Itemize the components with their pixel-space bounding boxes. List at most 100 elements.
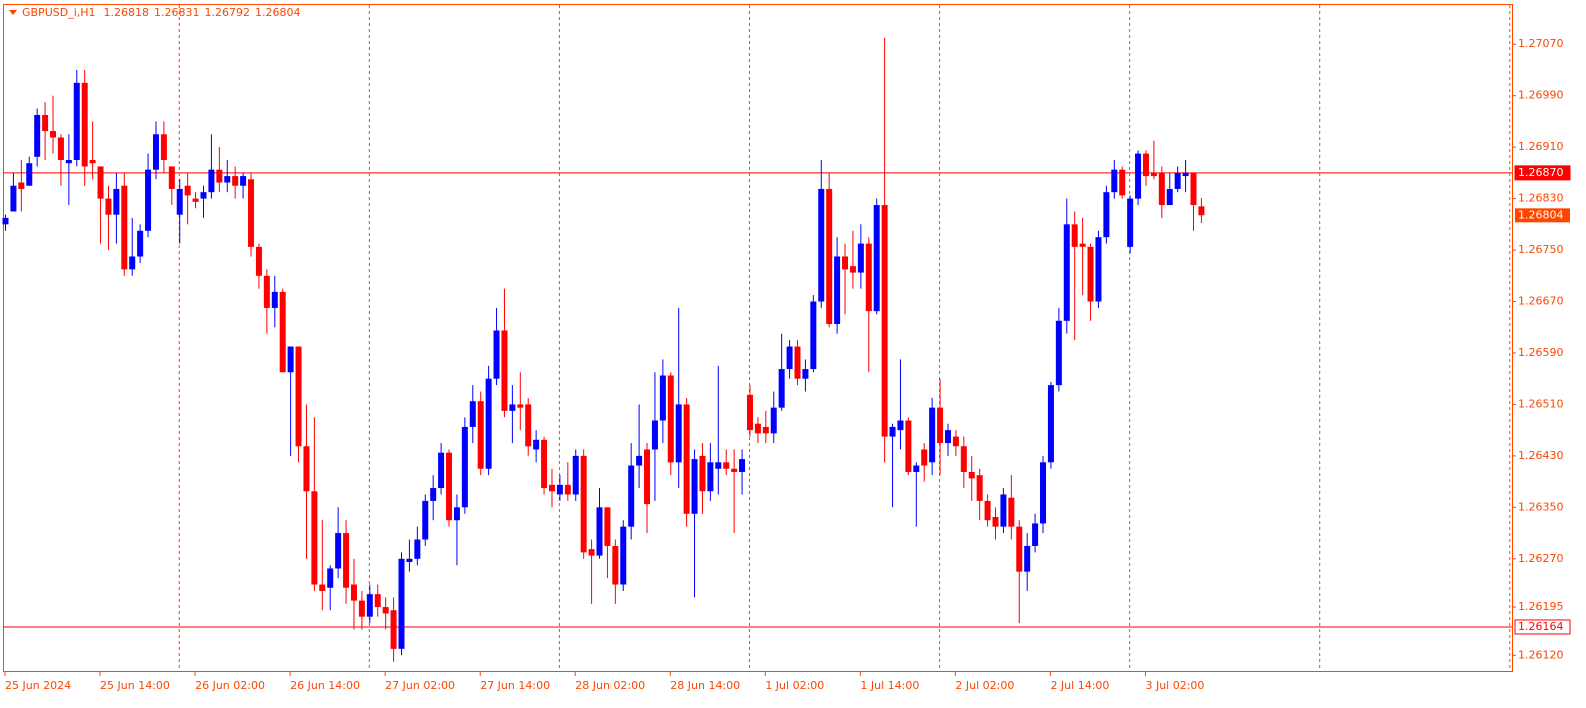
menu-triangle (9, 10, 17, 15)
candle-body (691, 459, 698, 514)
candle-body (485, 378, 492, 469)
candle-body (73, 82, 80, 161)
y-tick-label: 1.26590 (1518, 346, 1564, 359)
candle-body (477, 401, 484, 469)
candle-body (240, 176, 247, 186)
candle-body (208, 169, 215, 193)
candle-body (1055, 320, 1062, 386)
candle-body (754, 423, 761, 434)
x-tick-label: 28 Jun 02:00 (575, 679, 645, 692)
candle-body (10, 185, 17, 212)
candle-body (715, 462, 722, 469)
x-tick-label: 26 Jun 14:00 (290, 679, 360, 692)
candle-body (564, 484, 571, 495)
x-tick-label: 2 Jul 14:00 (1050, 679, 1109, 692)
candle-body (905, 420, 912, 472)
candle-body (1190, 172, 1197, 206)
candle-body (224, 176, 231, 183)
candle-body (493, 330, 500, 379)
x-tick-label: 27 Jun 02:00 (385, 679, 455, 692)
candle-body (26, 163, 33, 186)
candle-body (644, 449, 651, 505)
candle-body (826, 188, 833, 325)
header-open: 1.26818 (104, 6, 150, 19)
candle-body (129, 256, 136, 270)
candle-body (770, 407, 777, 434)
y-tick-label: 1.26830 (1518, 192, 1564, 205)
candle-body (446, 452, 453, 521)
candle-body (1142, 153, 1149, 177)
candle-body (453, 507, 460, 521)
candle-body (303, 446, 310, 492)
candle-body (1127, 198, 1134, 247)
candle-body (2, 217, 9, 225)
candle-body (414, 539, 421, 559)
candle-body (984, 500, 991, 521)
candle-body (57, 137, 64, 161)
candle-body (160, 134, 167, 161)
price-label-box (1514, 165, 1571, 181)
x-tick-label: 25 Jun 2024 (5, 679, 71, 692)
candle-body (968, 471, 975, 479)
price-label-box (1514, 619, 1571, 635)
candle-body (541, 439, 548, 489)
candle-body (929, 407, 936, 463)
candle-body (263, 275, 270, 308)
candle-body (113, 188, 120, 215)
candle-body (517, 404, 524, 408)
bid-label: 1.26804 (1518, 208, 1564, 221)
candle-body (651, 420, 658, 450)
candle-body (34, 114, 41, 157)
candle-body (335, 533, 342, 569)
candle-body (1024, 545, 1031, 572)
candle-body (176, 188, 183, 215)
candle-body (192, 198, 199, 202)
candle-body (422, 500, 429, 540)
x-tick-label: 27 Jun 14:00 (480, 679, 550, 692)
x-tick-label: 26 Jun 02:00 (195, 679, 265, 692)
candle-body (81, 82, 88, 167)
header-close: 1.26804 (255, 6, 301, 19)
candle-body (327, 568, 334, 588)
y-tick-label: 1.26910 (1518, 140, 1564, 153)
candle-body (350, 584, 357, 601)
candle-body (1135, 153, 1142, 199)
candle-body (145, 169, 152, 231)
candle-body (794, 346, 801, 379)
y-tick-label: 1.26350 (1518, 500, 1564, 513)
y-tick-label: 1.26120 (1518, 648, 1564, 661)
candle-body (667, 375, 674, 463)
y-tick-label: 1.26750 (1518, 243, 1564, 256)
candle-body (366, 594, 373, 617)
candle-body (255, 246, 262, 276)
candle-body (501, 330, 508, 411)
candle-body (636, 455, 643, 466)
x-tick-label: 3 Jul 02:00 (1145, 679, 1204, 692)
candle-body (604, 507, 611, 546)
candle-body (89, 160, 96, 164)
candle-body (50, 131, 57, 138)
plot-frame (3, 4, 1513, 672)
x-tick-label: 28 Jun 14:00 (670, 679, 740, 692)
candle-body (248, 179, 255, 247)
candle-body (287, 346, 294, 373)
y-tick-label: 1.26195 (1518, 600, 1564, 613)
x-tick-label: 1 Jul 14:00 (860, 679, 919, 692)
candle-body (556, 484, 563, 495)
candle-body (762, 426, 769, 434)
header-low: 1.26792 (205, 6, 251, 19)
candle-body (873, 205, 880, 312)
candle-body (842, 256, 849, 270)
candle-body (311, 491, 318, 585)
candle-body (786, 346, 793, 370)
candle-body (1150, 172, 1157, 177)
candle-body (834, 256, 841, 325)
candle-body (818, 188, 825, 302)
candle-body (461, 426, 468, 508)
candle-body (731, 468, 738, 472)
candle-body (1166, 188, 1173, 206)
candle-body (232, 176, 239, 186)
candle-body (1000, 494, 1007, 527)
candle-body (548, 484, 555, 492)
